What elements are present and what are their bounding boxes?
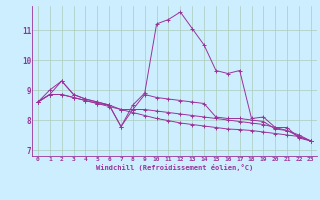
- X-axis label: Windchill (Refroidissement éolien,°C): Windchill (Refroidissement éolien,°C): [96, 164, 253, 171]
